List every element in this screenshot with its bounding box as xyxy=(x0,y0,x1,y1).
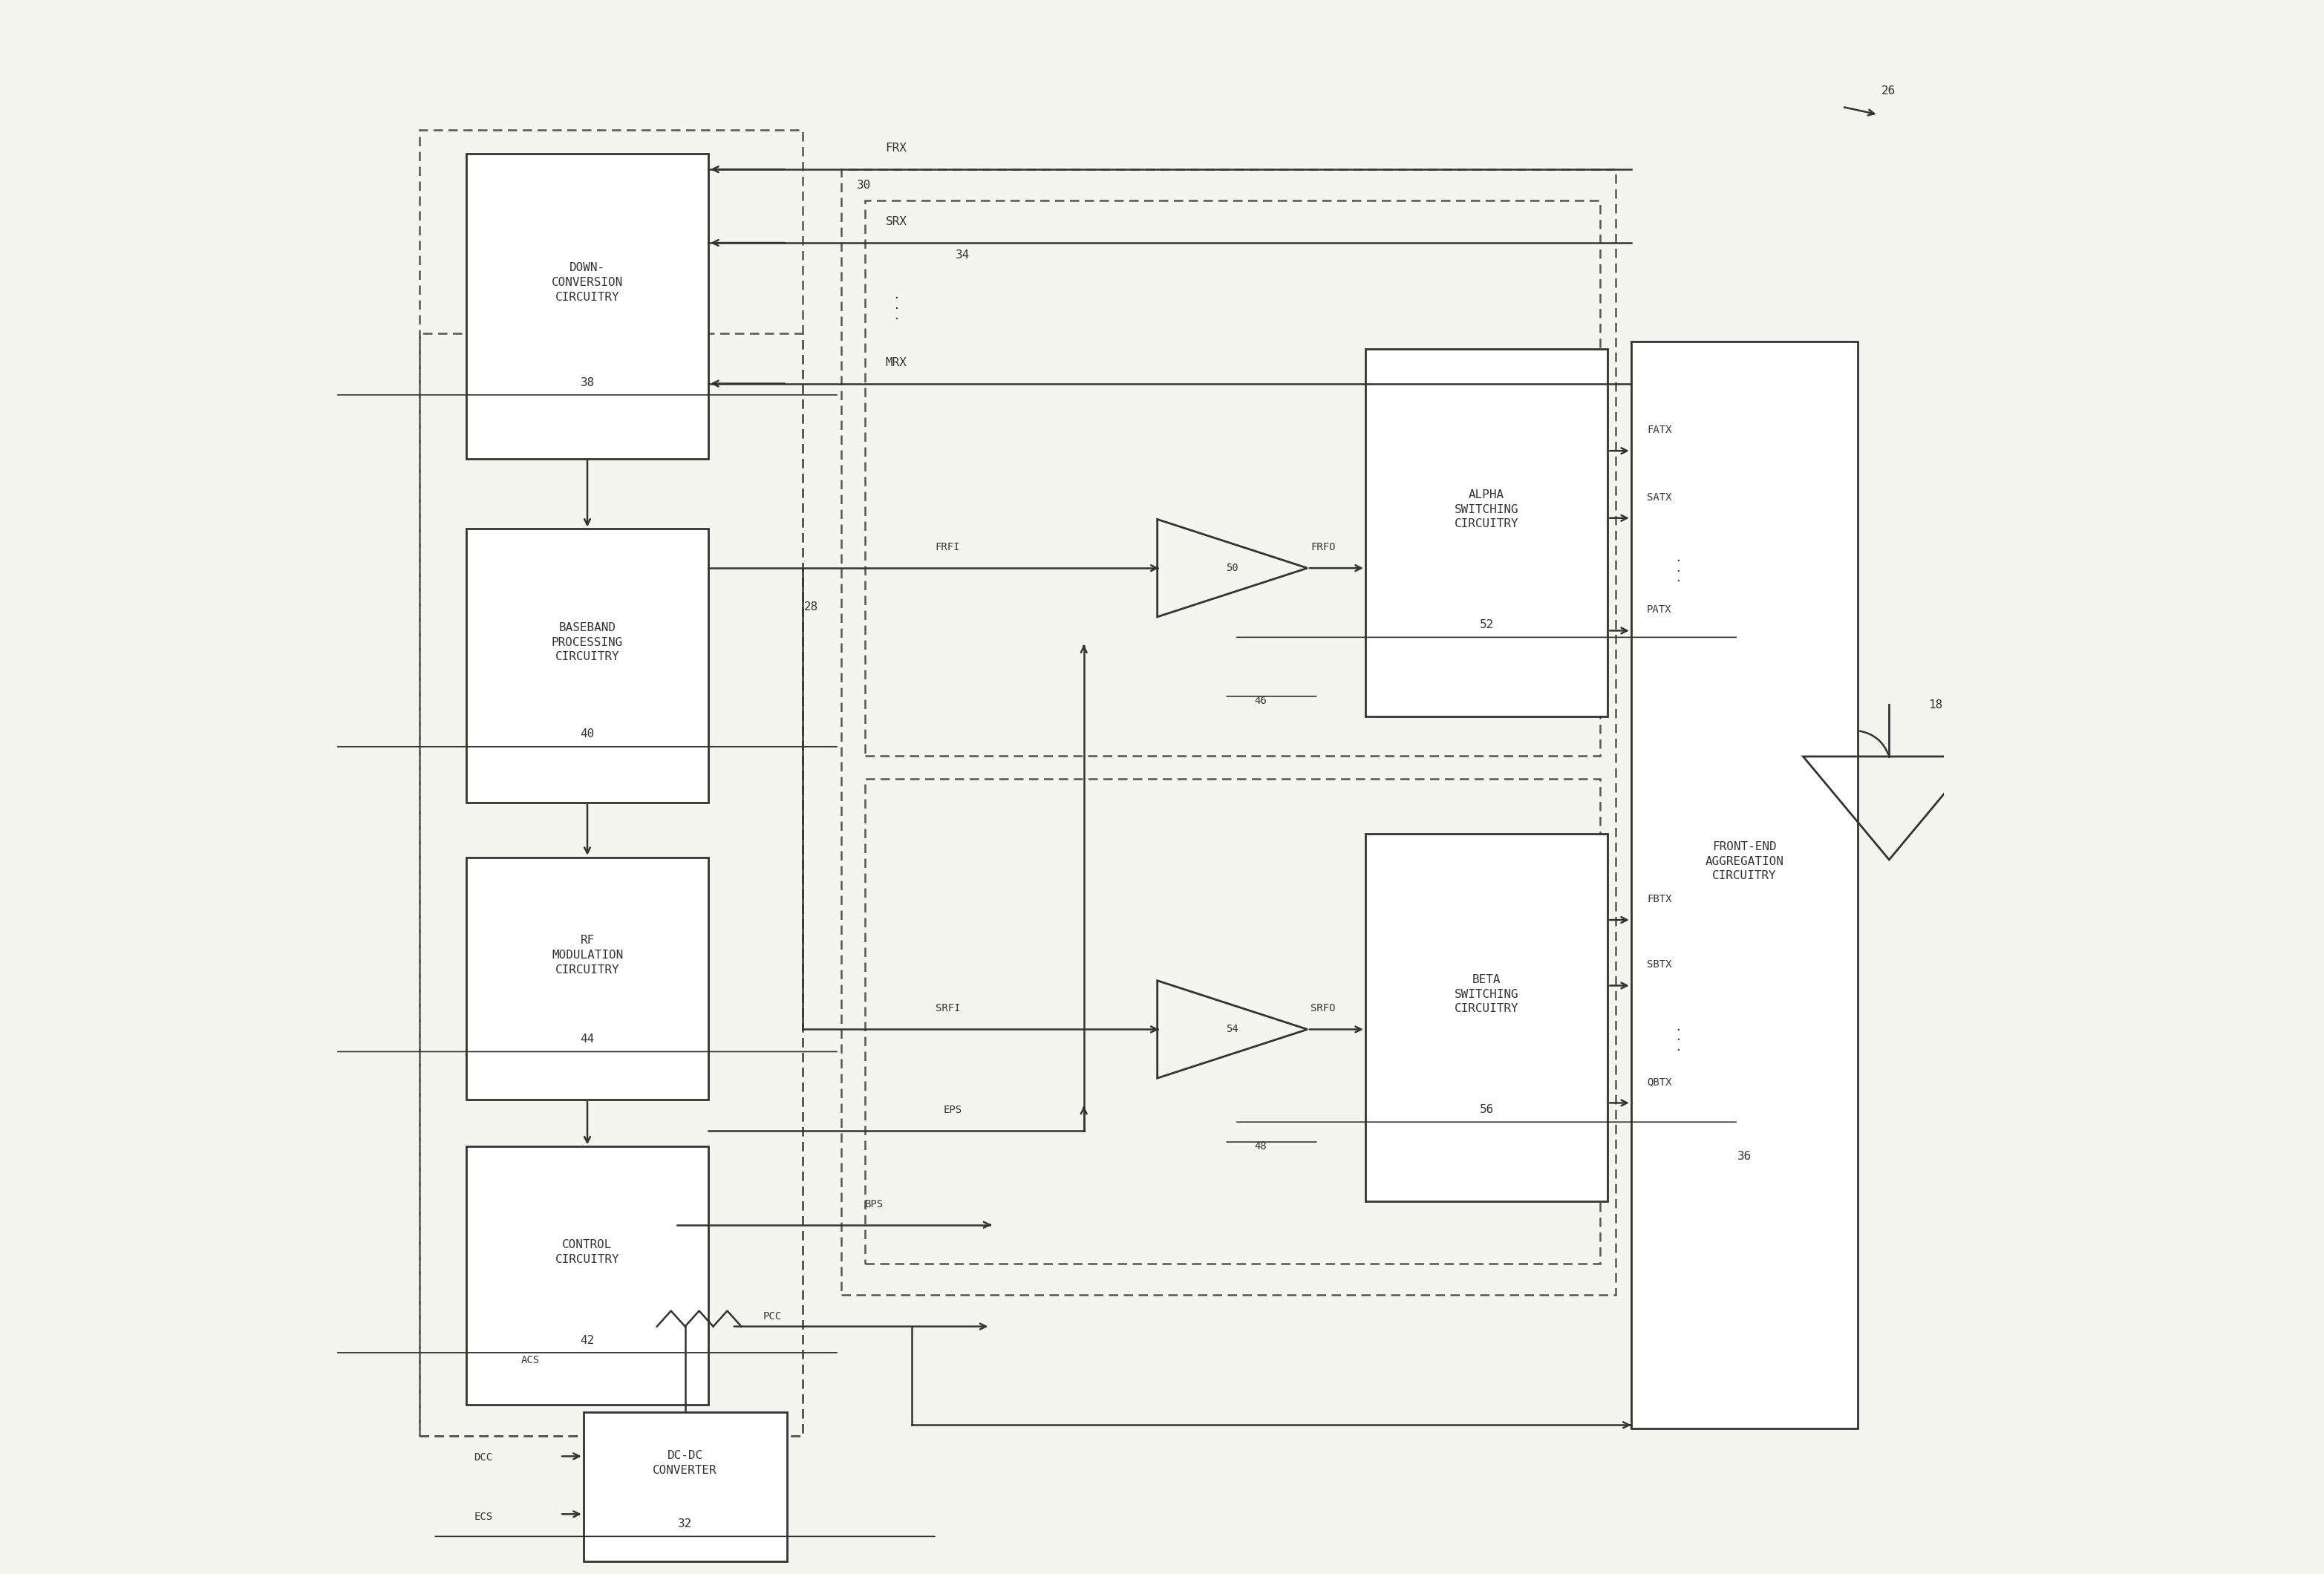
Text: .
.
.: . . . xyxy=(1676,1022,1683,1053)
Text: FRX: FRX xyxy=(885,143,906,154)
Text: 48: 48 xyxy=(1255,1141,1267,1152)
Bar xyxy=(1364,834,1608,1201)
Text: MRX: MRX xyxy=(885,357,906,368)
Bar xyxy=(1631,342,1857,1428)
Bar xyxy=(841,170,1615,1295)
Bar xyxy=(467,858,709,1100)
Text: 54: 54 xyxy=(1227,1025,1239,1034)
Text: 44: 44 xyxy=(581,1034,595,1045)
Text: SRFO: SRFO xyxy=(1311,1003,1336,1014)
Text: ALPHA
SWITCHING
CIRCUITRY: ALPHA SWITCHING CIRCUITRY xyxy=(1455,490,1518,530)
Text: 50: 50 xyxy=(1227,563,1239,573)
Bar xyxy=(865,200,1599,756)
Bar xyxy=(1364,349,1608,716)
Text: 42: 42 xyxy=(581,1335,595,1346)
Text: FRONT-END
AGGREGATION
CIRCUITRY: FRONT-END AGGREGATION CIRCUITRY xyxy=(1706,841,1785,881)
Text: DCC: DCC xyxy=(474,1453,493,1462)
Text: DC-DC
CONVERTER: DC-DC CONVERTER xyxy=(653,1450,718,1476)
Text: FBTX: FBTX xyxy=(1648,894,1671,905)
Text: EPS: EPS xyxy=(944,1105,962,1116)
Text: PATX: PATX xyxy=(1648,604,1671,615)
Bar xyxy=(865,779,1599,1264)
Text: SRX: SRX xyxy=(885,216,906,227)
Text: 28: 28 xyxy=(804,601,818,612)
Text: ECS: ECS xyxy=(474,1511,493,1522)
Text: 56: 56 xyxy=(1480,1103,1494,1114)
Text: 34: 34 xyxy=(955,250,969,261)
Text: FRFO: FRFO xyxy=(1311,541,1336,552)
Text: CONTROL
CIRCUITRY: CONTROL CIRCUITRY xyxy=(555,1239,621,1265)
Text: QBTX: QBTX xyxy=(1648,1077,1671,1088)
Text: SATX: SATX xyxy=(1648,493,1671,502)
Text: RF
MODULATION
CIRCUITRY: RF MODULATION CIRCUITRY xyxy=(551,935,623,976)
Text: FATX: FATX xyxy=(1648,425,1671,434)
Text: 30: 30 xyxy=(858,179,872,190)
Text: ACS: ACS xyxy=(521,1355,539,1366)
Bar xyxy=(467,154,709,458)
Text: SRFI: SRFI xyxy=(934,1003,960,1014)
Text: 26: 26 xyxy=(1882,85,1896,96)
Text: 46: 46 xyxy=(1255,696,1267,707)
Text: PCC: PCC xyxy=(762,1311,781,1322)
Bar xyxy=(418,334,802,1435)
Bar xyxy=(467,529,709,803)
Text: BASEBAND
PROCESSING
CIRCUITRY: BASEBAND PROCESSING CIRCUITRY xyxy=(551,622,623,663)
Text: FRFI: FRFI xyxy=(934,541,960,552)
Text: 38: 38 xyxy=(581,376,595,387)
Bar xyxy=(467,1146,709,1404)
Text: .
.
.: . . . xyxy=(1676,552,1683,584)
Text: .
.
.: . . . xyxy=(892,290,899,321)
Text: BPS: BPS xyxy=(865,1199,883,1209)
Bar xyxy=(583,1412,788,1561)
Text: 18: 18 xyxy=(1929,699,1943,710)
Text: 52: 52 xyxy=(1480,619,1494,630)
Text: 40: 40 xyxy=(581,729,595,740)
Text: BETA
SWITCHING
CIRCUITRY: BETA SWITCHING CIRCUITRY xyxy=(1455,974,1518,1015)
Text: 36: 36 xyxy=(1738,1151,1752,1162)
Text: SBTX: SBTX xyxy=(1648,960,1671,970)
Bar xyxy=(418,131,802,1435)
Text: 32: 32 xyxy=(679,1519,693,1530)
Text: DOWN-
CONVERSION
CIRCUITRY: DOWN- CONVERSION CIRCUITRY xyxy=(551,263,623,302)
